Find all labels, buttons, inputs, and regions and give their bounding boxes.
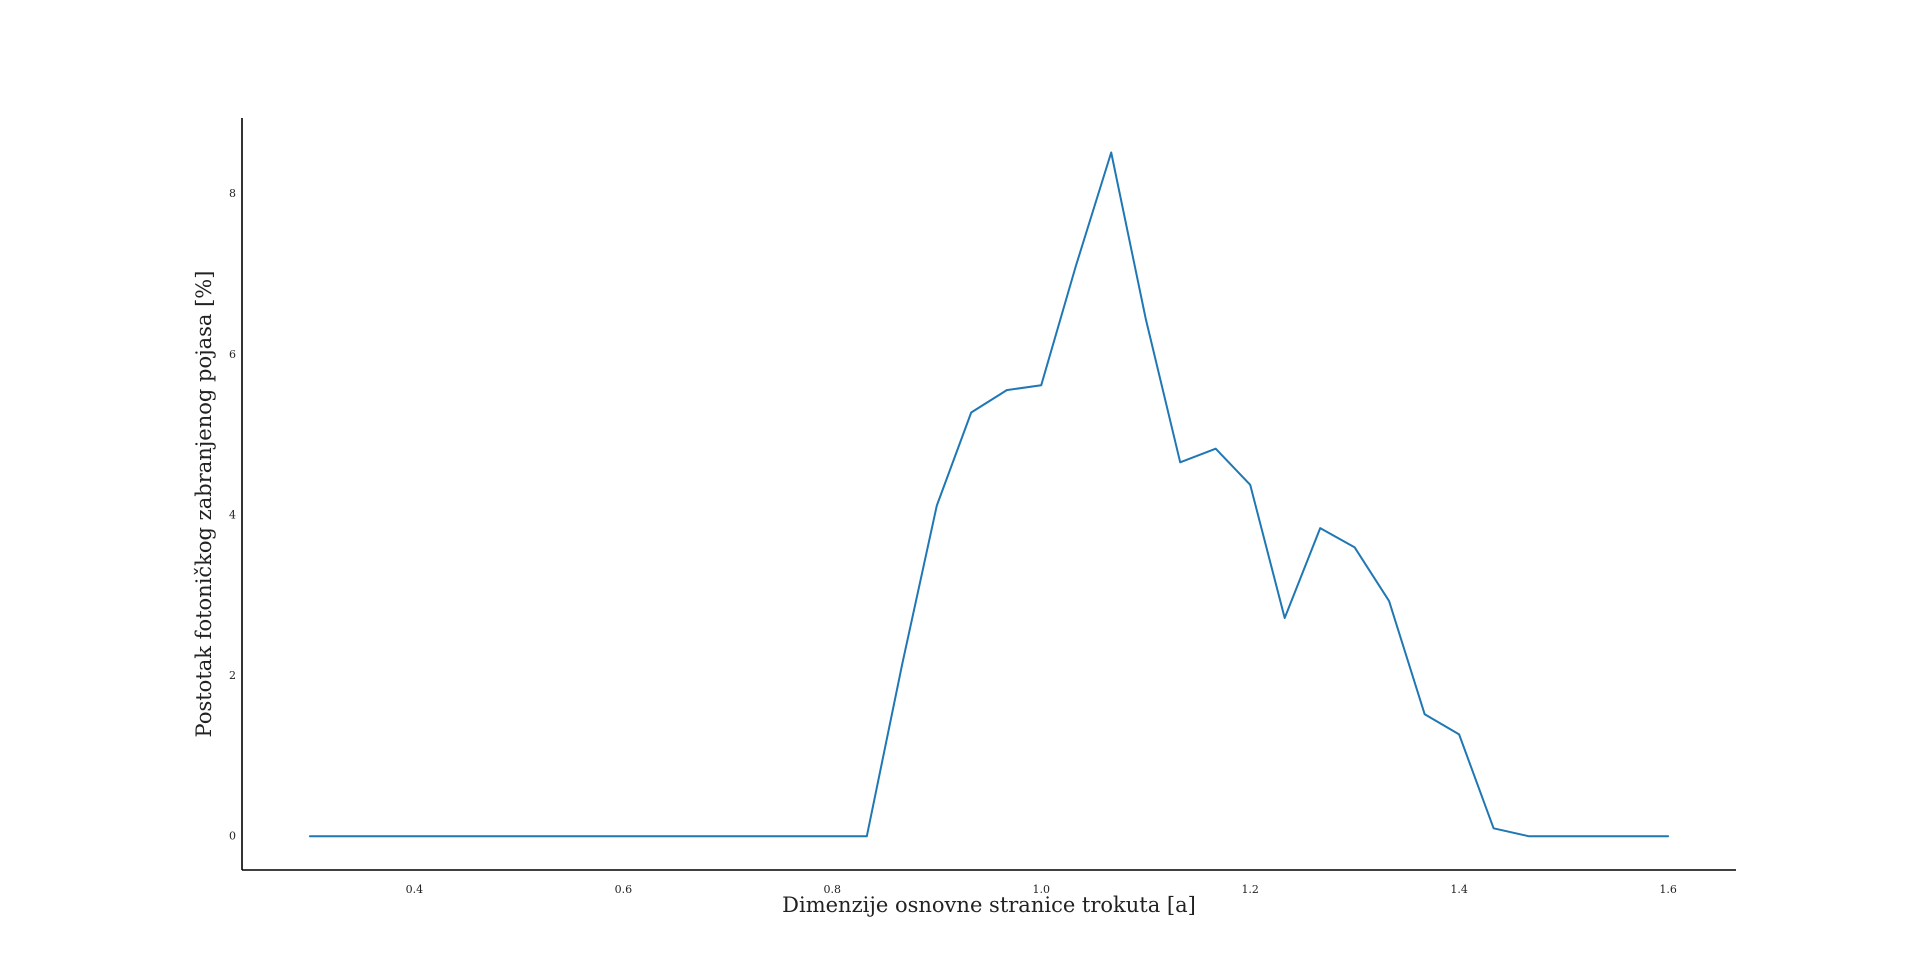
- x-tick-label: 1.6: [1659, 883, 1677, 896]
- x-tick-label: 0.8: [824, 883, 842, 896]
- x-tick-label: 0.6: [615, 883, 633, 896]
- y-tick-label: 0: [229, 829, 236, 842]
- x-ticks: 0.4 0.6 0.8 1.0 1.2 1.4 1.6: [406, 883, 1677, 896]
- x-axis-label: Dimenzije osnovne stranice trokuta [a]: [782, 893, 1196, 917]
- x-tick-label: 1.0: [1032, 883, 1050, 896]
- y-tick-label: 4: [229, 508, 236, 521]
- series-line: [308, 151, 1670, 838]
- series-layer: [308, 151, 1670, 838]
- y-tick-label: 8: [229, 187, 236, 200]
- y-ticks: 0 2 4 6 8: [229, 187, 236, 842]
- x-tick-label: 0.4: [406, 883, 424, 896]
- y-axis-label: Postotak fotoničkog zabranjenog pojasa […: [192, 271, 216, 738]
- axes: [241, 118, 1736, 871]
- y-tick-label: 6: [229, 348, 236, 361]
- y-tick-label: 2: [229, 669, 236, 682]
- x-tick-label: 1.4: [1450, 883, 1468, 896]
- x-tick-label: 1.2: [1241, 883, 1259, 896]
